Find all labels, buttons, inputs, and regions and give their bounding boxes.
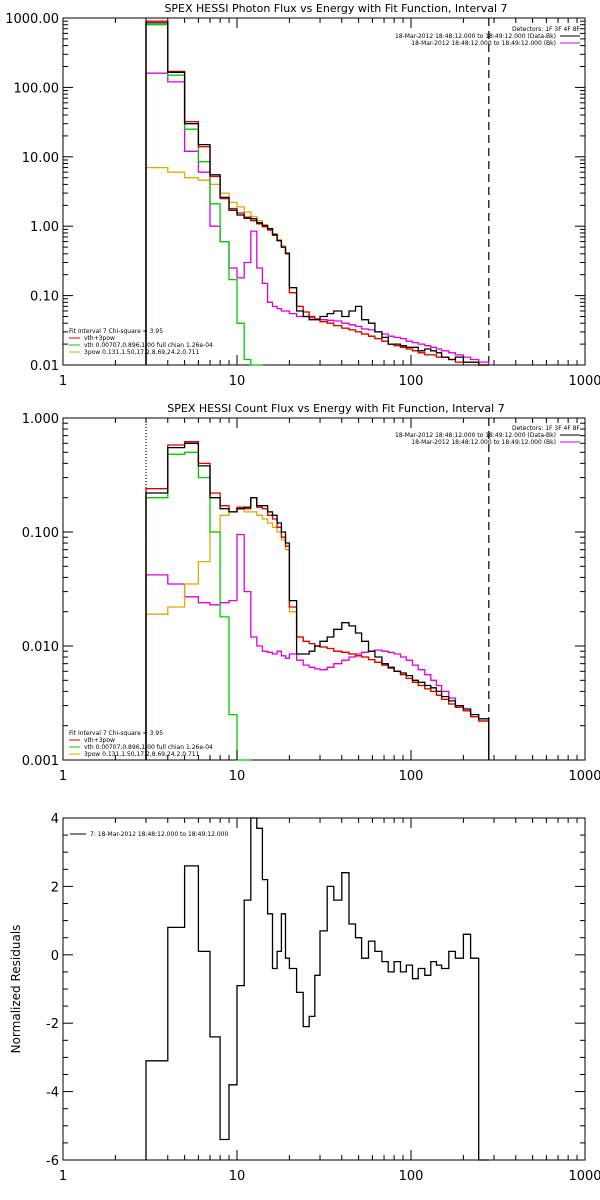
photon-flux-title: SPEX HESSI Photon Flux vs Energy with Fi… (164, 2, 507, 15)
x-tick-label: 1000 (568, 769, 600, 784)
fit-3pow-label: 3pow 0.131,1.50,17.2,8.69,24.2,0.711 (84, 349, 200, 356)
residuals-legend: 7: 18-Mar-2012 18:48:12.000 to 18:49:12.… (70, 831, 228, 838)
fit-3pow-label: 3pow 0.131,1.50,17.2,8.69,24.2,0.711 (84, 751, 200, 758)
series-vth (145, 24, 263, 366)
y-tick-label: 0 (51, 949, 59, 964)
y-tick-label: 1.00 (30, 220, 59, 235)
count-flux-panel: SPEX HESSI Count Flux vs Energy with Fit… (22, 402, 600, 784)
series-vth (145, 451, 251, 761)
photon-flux-series (145, 18, 490, 366)
series-vth-3pow (145, 20, 489, 366)
residuals-series (145, 817, 489, 1161)
series-data-bk (145, 22, 489, 366)
y-tick-label: 0.100 (22, 526, 59, 541)
count-flux-series (145, 418, 490, 761)
photon-flux-legend: Detectors: 1F 3F 4F 8F 18-Mar-2012 18:48… (69, 26, 581, 356)
x-tick-label: 1 (59, 374, 67, 389)
time-range-bk: 18-Mar-2012 18:48:12.000 to 18:49:12.000… (411, 40, 556, 47)
x-tick-label: 100 (399, 1169, 424, 1184)
photon-flux-axes: 1 10 100 1000 0.01 0.10 1.00 10.00 100.00 1000.00 (5, 12, 600, 389)
x-tick-label: 1000 (568, 1169, 600, 1184)
x-tick-label: 10 (229, 1169, 246, 1184)
y-tick-label: 1.000 (22, 412, 59, 427)
x-tick-label: 10 (229, 374, 246, 389)
residuals-panel: Normalized Residuals 1 10 100 1000 -6 -4 -2 0 2 4… (9, 812, 600, 1184)
y-tick-label: 4 (51, 812, 59, 827)
series-bk (145, 72, 490, 365)
residuals-plot-frame (62, 817, 586, 1161)
series-3pow (145, 166, 489, 366)
time-range-data: 18-Mar-2012 18:48:12.000 to 18:49:12.000… (395, 432, 556, 439)
x-tick-label: 1000 (568, 374, 600, 389)
fit-total-label: vth+3pow (84, 737, 115, 744)
series-3pow (145, 508, 490, 760)
series-bk (145, 533, 490, 760)
x-tick-label: 1 (59, 769, 67, 784)
fit-vth-label: vth 0.00707,0.896,1.00 full chian 1.26e-… (84, 342, 213, 349)
y-tick-label: 0.001 (22, 754, 59, 769)
residuals-legend-label: 7: 18-Mar-2012 18:48:12.000 to 18:49:12.… (90, 831, 228, 838)
count-flux-plot-frame (62, 417, 586, 761)
residuals-axes: 1 10 100 1000 -6 -4 -2 0 2 4 (46, 812, 600, 1184)
time-range-data: 18-Mar-2012 18:48:12.000 to 18:49:12.000… (395, 33, 556, 40)
series-data-bk (145, 442, 490, 760)
y-tick-label: 1000.00 (5, 12, 59, 27)
x-tick-label: 1 (59, 1169, 67, 1184)
time-range-bk: 18-Mar-2012 18:48:12.000 to 18:49:12.000… (411, 439, 556, 446)
series-vth-3pow (145, 441, 490, 760)
count-flux-axes: 1 10 100 1000 0.001 0.010 0.100 1.000 (22, 412, 600, 784)
y-tick-label: -4 (46, 1086, 59, 1101)
series-7-18-mar-2012-18-48-12-000-to-18-49-12-000 (145, 817, 489, 1161)
y-tick-label: 0.010 (22, 640, 59, 655)
x-tick-label: 100 (399, 374, 424, 389)
y-tick-label: 100.00 (14, 81, 60, 96)
fit-total-label: vth+3pow (84, 335, 115, 342)
y-tick-label: -2 (46, 1017, 59, 1032)
fit-interval-label: Fit Interval 7 Chi-square = 3.95 (69, 730, 163, 737)
fit-interval-label: Fit Interval 7 Chi-square = 3.95 (69, 328, 163, 335)
y-tick-label: 0.10 (30, 290, 59, 305)
y-tick-label: 0.01 (30, 359, 59, 374)
y-tick-label: 2 (51, 880, 59, 895)
x-tick-label: 100 (399, 769, 424, 784)
count-flux-title: SPEX HESSI Count Flux vs Energy with Fit… (167, 402, 504, 415)
detectors-label: Detectors: 1F 3F 4F 8F (512, 26, 581, 33)
residuals-y-label: Normalized Residuals (9, 925, 23, 1054)
detectors-label: Detectors: 1F 3F 4F 8F (512, 425, 581, 432)
fit-vth-label: vth 0.00707,0.896,1.00 full chian 1.26e-… (84, 744, 213, 751)
count-flux-legend: Detectors: 1F 3F 4F 8F 18-Mar-2012 18:48… (69, 425, 581, 758)
y-tick-label: 10.00 (22, 151, 59, 166)
y-tick-label: -6 (46, 1154, 59, 1169)
x-tick-label: 10 (229, 769, 246, 784)
photon-flux-plot-frame (62, 17, 586, 366)
photon-flux-panel: SPEX HESSI Photon Flux vs Energy with Fi… (5, 2, 600, 389)
